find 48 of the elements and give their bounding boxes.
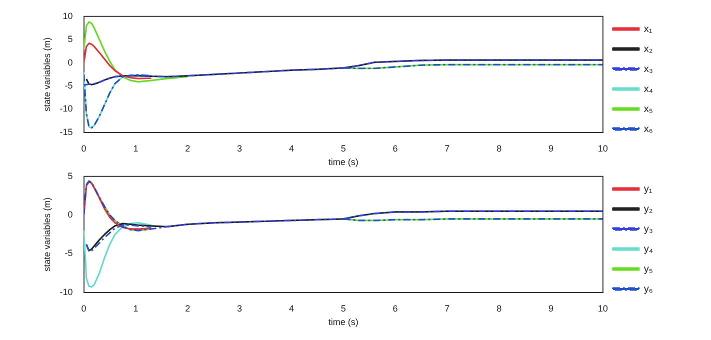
legend-label: y₃	[644, 224, 653, 235]
y-tick-label: 0	[68, 210, 73, 220]
x-tick-label: 10	[598, 143, 608, 154]
y-axis-title: state variables (m)	[42, 197, 52, 272]
y-tick-label: 5	[68, 34, 73, 44]
y-tick-label: 0	[68, 57, 73, 68]
y-tick-label: 10	[62, 10, 73, 21]
y-tick-label: -15	[60, 126, 73, 137]
legend-label: x₅	[644, 104, 653, 115]
legend-label: x₂	[644, 44, 653, 55]
y-tick-label: -5	[64, 248, 73, 258]
x-tick-label: 2	[185, 143, 190, 154]
x-tick-label: 7	[444, 143, 450, 154]
x-tick-label: 0	[81, 303, 86, 314]
x-tick-label: 1	[133, 303, 138, 314]
legend-label: y₅	[644, 264, 653, 275]
y-tick-label: -10	[60, 286, 73, 297]
legend-label: y₂	[644, 204, 653, 215]
x-tick-label: 6	[392, 303, 398, 314]
x-tick-label: 10	[598, 303, 608, 314]
x-tick-label: 3	[237, 143, 242, 154]
legend-label: x₃	[644, 64, 653, 75]
x-tick-label: 5	[340, 303, 346, 314]
x-tick-label: 0	[81, 143, 86, 154]
x-tick-label: 4	[288, 303, 294, 314]
y-tick-label: -10	[60, 104, 73, 114]
x-tick-label: 5	[340, 143, 346, 154]
x-tick-label: 8	[496, 303, 502, 314]
x-tick-label: 4	[288, 143, 294, 154]
y-tick-label: -5	[64, 80, 73, 90]
legend-label: y₄	[644, 244, 654, 255]
x-tick-label: 9	[548, 303, 554, 314]
y-axis-title: state variables (m)	[42, 37, 52, 112]
x-tick-label: 9	[548, 143, 554, 154]
x-axis-title: time (s)	[328, 157, 358, 168]
legend-label: y₆	[644, 284, 653, 295]
x-tick-label: 3	[237, 303, 242, 314]
legend-label: x₄	[644, 84, 654, 95]
x-axis-title: time (s)	[328, 317, 358, 328]
x-tick-label: 7	[444, 303, 450, 314]
y-tick-label: 5	[68, 170, 73, 181]
legend-label: x₆	[644, 124, 653, 135]
legend-label: y₁	[644, 184, 653, 195]
x-tick-label: 2	[185, 303, 190, 314]
x-tick-label: 1	[133, 143, 138, 154]
x-tick-label: 8	[496, 143, 502, 154]
legend-label: x₁	[644, 24, 653, 35]
x-tick-label: 6	[392, 143, 398, 154]
